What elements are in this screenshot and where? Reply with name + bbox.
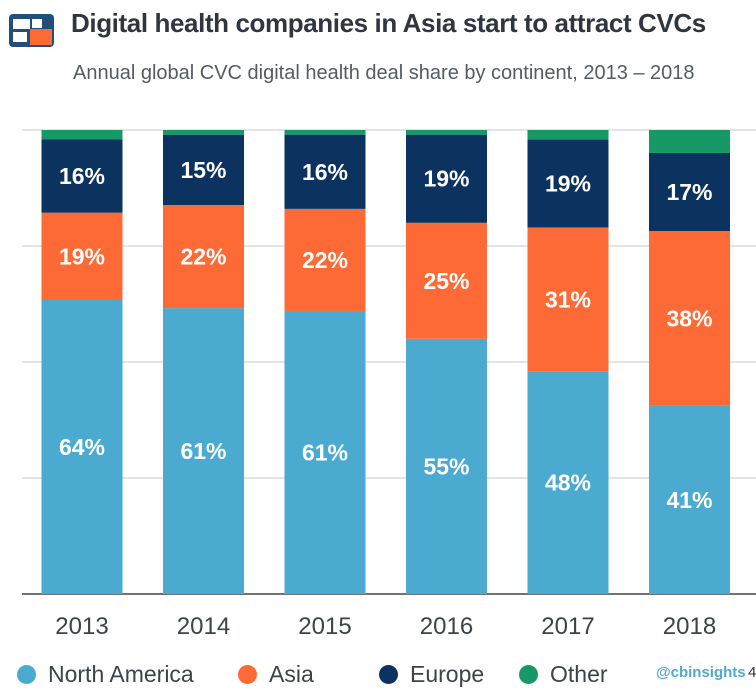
- bar-asia-2017: [527, 227, 609, 372]
- legend-item-europe: Europe: [379, 656, 484, 692]
- bar-north-america-2013: [41, 299, 123, 594]
- bar-north-america-2018: [649, 405, 730, 594]
- cb-insights-logo-icon: [9, 14, 54, 47]
- bar-north-america-2016: [406, 338, 487, 594]
- page-number-fragment: 4: [748, 664, 756, 681]
- legend-item-north-america: North America: [17, 656, 194, 692]
- bar-europe-2018: [649, 152, 730, 232]
- x-tick-label: 2017: [541, 613, 594, 640]
- bar-europe-2017: [527, 139, 609, 228]
- bar-other-2018: [649, 130, 730, 153]
- data-label: 41%: [666, 487, 712, 513]
- chart-legend: North America Asia Europe Other: [0, 656, 756, 696]
- legend-label-other: Other: [550, 660, 608, 687]
- legend-label-europe: Europe: [410, 660, 485, 687]
- legend-swatch-other: [519, 664, 538, 684]
- bar-asia-2014: [163, 204, 244, 309]
- data-label: 19%: [545, 170, 591, 196]
- data-label: 15%: [180, 157, 226, 183]
- bar-asia-2015: [284, 208, 366, 311]
- bar-asia-2018: [649, 231, 730, 406]
- bar-europe-2013: [41, 139, 123, 213]
- data-label: 22%: [302, 247, 348, 273]
- bar-europe-2015: [284, 134, 366, 209]
- chart-title: Digital health companies in Asia start t…: [71, 8, 706, 38]
- legend-swatch-europe: [379, 664, 398, 684]
- x-tick-label: 2015: [298, 613, 351, 640]
- bar-europe-2016: [406, 134, 487, 223]
- legend-swatch-north-america: [17, 664, 36, 684]
- x-tick-label: 2018: [663, 613, 716, 640]
- data-label: 19%: [423, 166, 469, 192]
- legend-label-north-america: North America: [48, 660, 194, 687]
- bar-asia-2013: [41, 212, 123, 300]
- bar-other-2014: [163, 130, 244, 135]
- x-tick-label: 2013: [55, 613, 108, 640]
- x-tick-label: 2014: [177, 613, 230, 640]
- data-label: 25%: [423, 268, 469, 294]
- data-label: 48%: [545, 470, 591, 496]
- bar-other-2016: [406, 130, 487, 135]
- bar-north-america-2017: [527, 371, 609, 594]
- data-label: 16%: [59, 163, 105, 189]
- bar-other-2013: [41, 130, 123, 140]
- data-label: 16%: [302, 159, 348, 185]
- data-label: 31%: [545, 286, 591, 312]
- chart-header: Digital health companies in Asia start t…: [0, 0, 756, 110]
- x-tick-label: 2016: [420, 613, 473, 640]
- data-label: 19%: [59, 243, 105, 269]
- legend-item-asia: Asia: [238, 656, 314, 692]
- data-label: 61%: [302, 439, 348, 465]
- bar-other-2017: [527, 130, 609, 140]
- bar-europe-2014: [163, 134, 244, 205]
- stacked-bar-chart: 64% 19% 16% 2013 61% 22% 15% 2014 61% 22% 16% 2015 5…: [22, 129, 756, 640]
- data-label: 64%: [59, 434, 105, 460]
- chart-subtitle: Annual global CVC digital health deal sh…: [73, 62, 695, 84]
- data-label: 55%: [423, 453, 469, 479]
- legend-swatch-asia: [238, 664, 257, 684]
- legend-label-asia: Asia: [269, 660, 314, 687]
- legend-item-other: Other: [519, 656, 608, 692]
- bar-north-america-2014: [163, 308, 244, 594]
- cbinsights-watermark: @cbinsights: [656, 664, 746, 681]
- data-label: 22%: [180, 244, 226, 270]
- bar-north-america-2015: [284, 310, 366, 594]
- bar-other-2015: [284, 130, 366, 135]
- data-label: 61%: [180, 438, 226, 464]
- bar-asia-2016: [406, 222, 487, 339]
- data-label: 38%: [666, 305, 712, 331]
- data-label: 17%: [666, 179, 712, 205]
